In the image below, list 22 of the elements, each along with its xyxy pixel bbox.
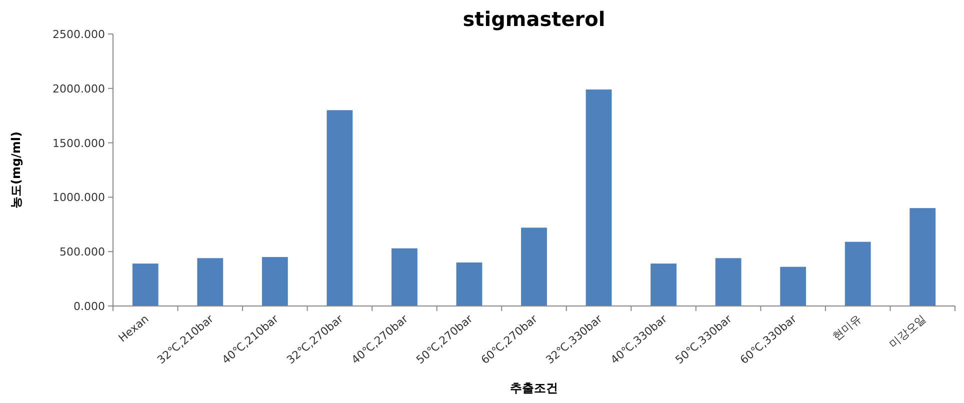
- bar: [132, 264, 158, 306]
- bar: [262, 257, 288, 306]
- y-tick-label: 1500.000: [52, 136, 105, 150]
- bar: [715, 258, 742, 306]
- y-tick-label: 0.000: [74, 300, 105, 313]
- y-tick-label: 2000.000: [52, 82, 105, 96]
- bar: [456, 262, 482, 306]
- y-tick-label: 500.000: [60, 246, 105, 259]
- y-tick-label: 1000.000: [52, 191, 105, 204]
- bar: [650, 264, 676, 306]
- x-axis-title: 추출조건: [510, 381, 558, 395]
- y-tick-label: 2500.000: [52, 28, 105, 41]
- bar: [392, 248, 418, 306]
- bar: [521, 228, 547, 306]
- bar: [780, 266, 806, 306]
- chart-title: stigmasterol: [462, 7, 606, 31]
- bar: [844, 242, 871, 306]
- bar: [586, 89, 612, 306]
- bar: [326, 110, 353, 306]
- bar: [910, 208, 936, 306]
- y-axis-title: 농도(mg/ml): [9, 131, 23, 209]
- bar: [197, 258, 224, 306]
